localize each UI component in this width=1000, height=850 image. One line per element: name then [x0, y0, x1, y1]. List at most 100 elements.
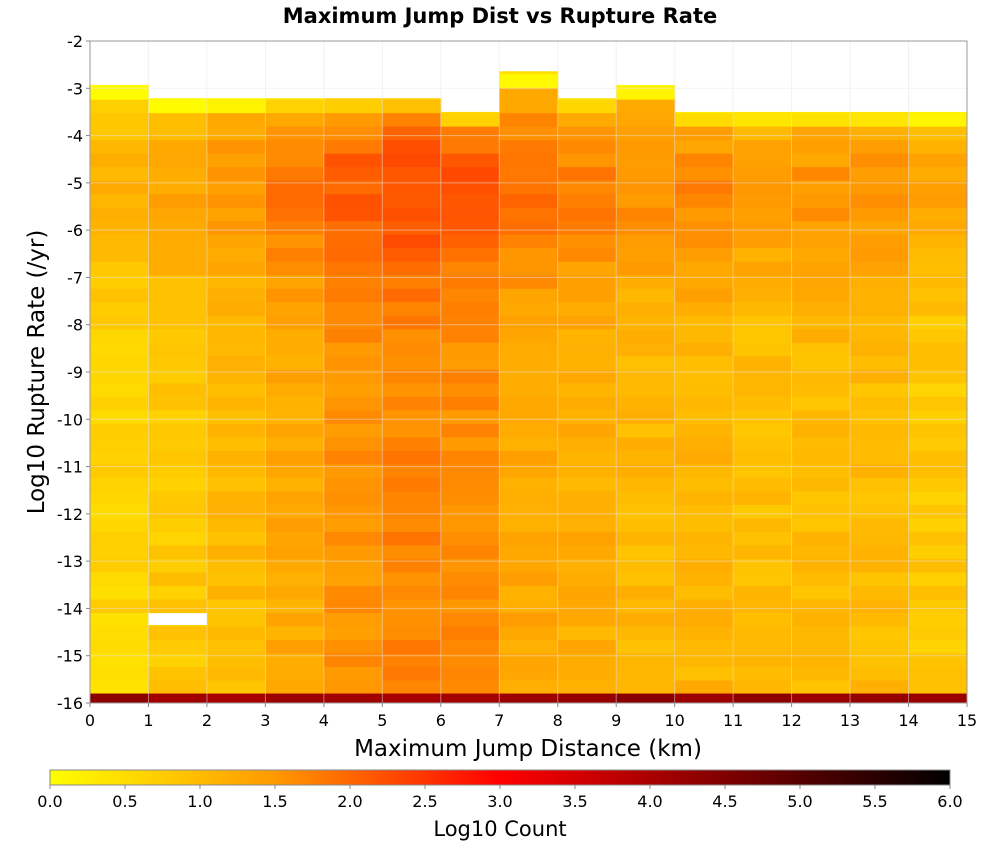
x-tick-label: 1 [143, 711, 153, 730]
x-tick-label: 7 [494, 711, 504, 730]
heatmap-cell [265, 612, 325, 627]
heatmap-cell [616, 99, 676, 114]
heatmap-cell [323, 193, 383, 208]
heatmap-cell [90, 220, 149, 235]
heatmap-cell [908, 153, 968, 168]
heatmap-cell [733, 477, 793, 492]
heatmap-cell [206, 207, 266, 222]
heatmap-cell [499, 139, 559, 154]
heatmap-cell [206, 450, 266, 465]
heatmap-cell [206, 261, 266, 276]
heatmap-cell [382, 355, 442, 370]
y-tick-label: -11 [57, 458, 83, 477]
heatmap-cell [440, 423, 500, 438]
heatmap-cell [148, 531, 208, 546]
heatmap-cell [733, 166, 793, 181]
heatmap-cell [265, 369, 325, 384]
heatmap-cell [674, 342, 734, 357]
heatmap-cell [616, 639, 676, 654]
heatmap-cell [148, 598, 208, 613]
heatmap-cell [616, 504, 676, 519]
colorbar-tick-label: 0.0 [37, 792, 62, 811]
y-tick-label: -9 [67, 363, 83, 382]
heatmap-cell [850, 111, 910, 114]
heatmap-cell [323, 207, 383, 222]
x-tick-label: 5 [377, 711, 387, 730]
heatmap-cell [791, 544, 851, 559]
heatmap-cell [265, 274, 325, 289]
colorbar-tick-label: 2.5 [412, 792, 437, 811]
heatmap-cell [265, 409, 325, 424]
heatmap-cell [90, 261, 149, 276]
heatmap-cell [206, 220, 266, 235]
heatmap-cell [791, 126, 851, 141]
heatmap-cell [206, 423, 266, 438]
heatmap-cell [382, 112, 442, 127]
heatmap-cell [499, 396, 559, 411]
heatmap-cell [674, 423, 734, 438]
heatmap-cell [733, 180, 793, 195]
colorbar-tick-label: 3.5 [562, 792, 587, 811]
heatmap-cell [616, 247, 676, 262]
heatmap-cell [908, 490, 968, 505]
heatmap-cell [323, 504, 383, 519]
heatmap-cell [148, 558, 208, 573]
heatmap-cell [791, 207, 851, 222]
heatmap-cell [557, 490, 617, 505]
heatmap-cell [90, 544, 149, 559]
heatmap-cell [440, 153, 500, 168]
heatmap-cell [733, 653, 793, 668]
heatmap-cell [850, 450, 910, 465]
heatmap-cell [908, 355, 968, 370]
heatmap-cell [90, 666, 149, 681]
heatmap-cell [616, 355, 676, 370]
heatmap-cell [674, 328, 734, 343]
heatmap-cell [265, 490, 325, 505]
heatmap-cell [674, 112, 734, 127]
heatmap-cell [791, 261, 851, 276]
heatmap-cell [616, 274, 676, 289]
heatmap-cell [206, 639, 266, 654]
heatmap-cell [557, 558, 617, 573]
heatmap-cell [382, 423, 442, 438]
heatmap-cell [791, 409, 851, 424]
heatmap-cell [206, 517, 266, 532]
heatmap-cell [791, 247, 851, 262]
heatmap-cell [557, 301, 617, 316]
heatmap-cell [440, 126, 500, 141]
heatmap-cell-bottom [733, 693, 793, 703]
heatmap-cell [557, 436, 617, 451]
heatmap-cell [908, 666, 968, 681]
heatmap-cell [382, 585, 442, 600]
heatmap-cell [733, 585, 793, 600]
heatmap-cell [791, 166, 851, 181]
heatmap-cell-bottom [382, 693, 442, 703]
heatmap-cell [323, 396, 383, 411]
heatmap-cell [850, 247, 910, 262]
heatmap-cell [148, 220, 208, 235]
heatmap-cell [674, 153, 734, 168]
heatmap-cell [499, 382, 559, 397]
heatmap-cell [382, 544, 442, 559]
heatmap-cell [499, 220, 559, 235]
heatmap-cell [499, 126, 559, 141]
heatmap-cell [499, 153, 559, 168]
heatmap-cell [148, 98, 208, 100]
heatmap-cell [674, 598, 734, 613]
heatmap-cell [557, 450, 617, 465]
heatmap-cell [148, 342, 208, 357]
heatmap-cell-bottom [440, 693, 500, 703]
heatmap-cell [850, 139, 910, 154]
heatmap-cell [90, 436, 149, 451]
y-tick-label: -6 [67, 221, 83, 240]
heatmap-cell-bottom [791, 693, 851, 703]
heatmap-cell [733, 490, 793, 505]
heatmap-cell [323, 436, 383, 451]
heatmap-cell [440, 571, 500, 586]
heatmap-cell [148, 585, 208, 600]
heatmap-cell [791, 193, 851, 208]
heatmap-cell [557, 653, 617, 668]
heatmap-cell [440, 342, 500, 357]
heatmap-cell [440, 193, 500, 208]
heatmap-cell [791, 111, 851, 114]
